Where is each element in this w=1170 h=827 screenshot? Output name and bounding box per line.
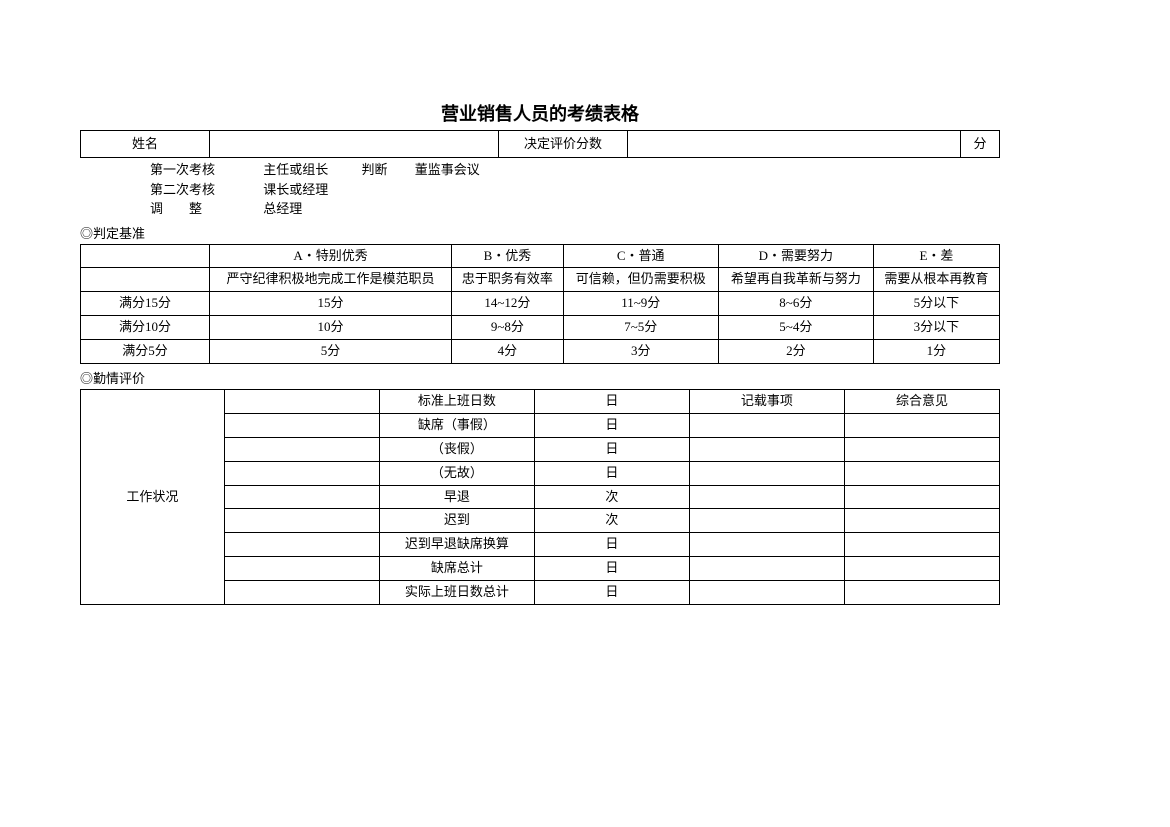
att-opinion: 综合意见 bbox=[844, 389, 999, 413]
att-records: 记载事项 bbox=[689, 389, 844, 413]
criteria-row-label-1: 满分10分 bbox=[81, 316, 210, 340]
page-title: 营业销售人员的考绩表格 bbox=[80, 100, 1000, 126]
criteria-section-label: ◎判定基准 bbox=[80, 223, 1000, 242]
header-table: 姓名 决定评价分数 分 bbox=[80, 130, 1000, 158]
att-row-5-label: 迟到 bbox=[379, 509, 534, 533]
desc-d: 希望再自我革新与努力 bbox=[718, 268, 873, 292]
note-3a: 调 整 bbox=[150, 199, 260, 219]
criteria-row-label-2: 满分5分 bbox=[81, 340, 210, 364]
score-label: 决定评价分数 bbox=[499, 131, 628, 158]
note-2a: 第二次考核 bbox=[150, 180, 260, 200]
att-row-6-unit: 日 bbox=[534, 533, 689, 557]
score-value bbox=[628, 131, 961, 158]
note-2b: 课长或经理 bbox=[263, 180, 328, 200]
note-1b: 主任或组长 bbox=[263, 160, 358, 180]
name-value bbox=[210, 131, 499, 158]
note-3b: 总经理 bbox=[263, 199, 302, 219]
attendance-table: 工作状况 标准上班日数 日 记载事项 综合意见 缺席（事假） 日 （丧假） 日 … bbox=[80, 389, 1000, 605]
score-unit: 分 bbox=[961, 131, 1000, 158]
att-row-2-unit: 日 bbox=[534, 437, 689, 461]
criteria-row-label-0: 满分15分 bbox=[81, 292, 210, 316]
att-row-3-unit: 日 bbox=[534, 461, 689, 485]
name-label: 姓名 bbox=[81, 131, 210, 158]
desc-a: 严守纪律积极地完成工作是模范职员 bbox=[210, 268, 452, 292]
att-row-8-unit: 日 bbox=[534, 581, 689, 605]
note-1c: 判断 bbox=[362, 160, 412, 180]
grade-b: B・优秀 bbox=[452, 244, 564, 268]
att-row-0-unit: 日 bbox=[534, 389, 689, 413]
attendance-side-label: 工作状况 bbox=[81, 389, 225, 604]
note-1d: 董监事会议 bbox=[415, 160, 480, 180]
grade-d: D・需要努力 bbox=[718, 244, 873, 268]
att-row-4-unit: 次 bbox=[534, 485, 689, 509]
note-1a: 第一次考核 bbox=[150, 160, 260, 180]
att-row-0-label: 标准上班日数 bbox=[379, 389, 534, 413]
att-row-7-label: 缺席总计 bbox=[379, 557, 534, 581]
att-row-6-label: 迟到早退缺席换算 bbox=[379, 533, 534, 557]
att-row-2-label: （丧假） bbox=[379, 437, 534, 461]
att-row-4-label: 早退 bbox=[379, 485, 534, 509]
desc-e: 需要从根本再教育 bbox=[873, 268, 999, 292]
att-row-5-unit: 次 bbox=[534, 509, 689, 533]
desc-b: 忠于职务有效率 bbox=[452, 268, 564, 292]
desc-c: 可信赖，但仍需要积极 bbox=[563, 268, 718, 292]
grade-c: C・普通 bbox=[563, 244, 718, 268]
notes-block: 第一次考核 主任或组长 判断 董监事会议 第二次考核 课长或经理 调 整 总经理 bbox=[150, 160, 1000, 219]
criteria-table: A・特别优秀 B・优秀 C・普通 D・需要努力 E・差 严守纪律积极地完成工作是… bbox=[80, 244, 1000, 364]
att-row-8-label: 实际上班日数总计 bbox=[379, 581, 534, 605]
grade-a: A・特别优秀 bbox=[210, 244, 452, 268]
att-row-7-unit: 日 bbox=[534, 557, 689, 581]
att-row-1-unit: 日 bbox=[534, 413, 689, 437]
grade-e: E・差 bbox=[873, 244, 999, 268]
att-row-1-label: 缺席（事假） bbox=[379, 413, 534, 437]
att-row-3-label: （无故） bbox=[379, 461, 534, 485]
attendance-section-label: ◎勤情评价 bbox=[80, 368, 1000, 387]
